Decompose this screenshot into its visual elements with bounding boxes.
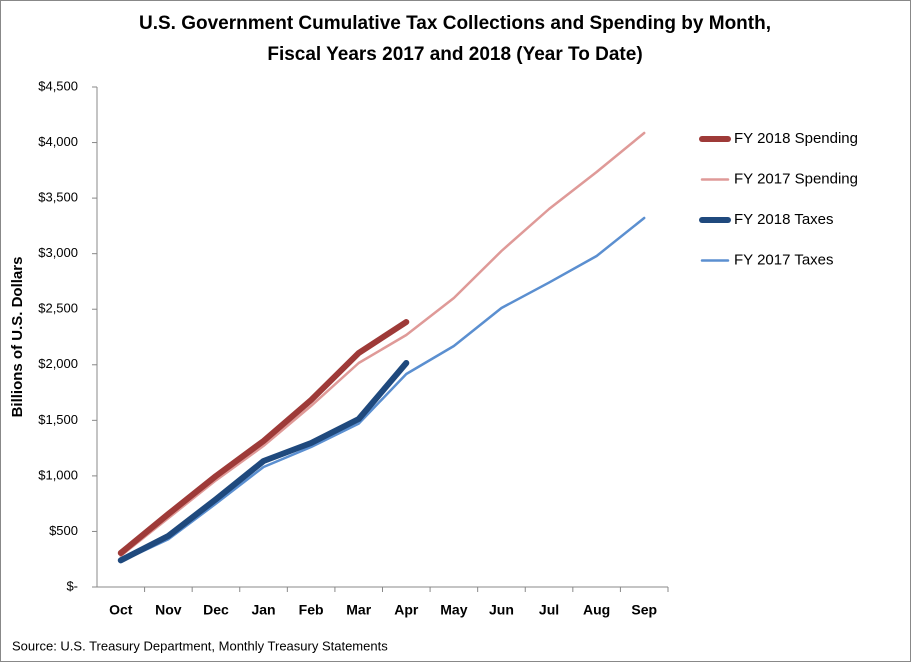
y-tick-label: $1,000: [38, 467, 78, 482]
y-tick-label: $500: [49, 523, 78, 538]
x-tick-label: Jan: [251, 602, 275, 618]
y-tick-label: $3,500: [38, 190, 78, 205]
x-tick-label: Dec: [203, 602, 229, 618]
legend-label: FY 2017 Spending: [734, 170, 858, 187]
x-tick-label: Apr: [394, 602, 419, 618]
x-tick-label: Sep: [631, 602, 657, 618]
legend-label: FY 2018 Spending: [734, 130, 858, 147]
source: Source: U.S. Treasury Department, Monthl…: [12, 638, 388, 653]
y-tick-label: $3,000: [38, 245, 78, 260]
y-axis-label: Billions of U.S. Dollars: [9, 257, 26, 418]
y-tick-label: $4,000: [38, 134, 78, 149]
series-line: [119, 131, 646, 558]
x-tick-label: Feb: [299, 602, 324, 618]
x-tick-label: Jul: [539, 602, 559, 618]
y-tick-label: $4,500: [38, 78, 78, 93]
chart-title: U.S. Government Cumulative Tax Collectio…: [139, 13, 771, 34]
y-tick-label: $2,000: [38, 356, 78, 371]
y-tick-label: $-: [66, 578, 78, 593]
x-tick-label: Mar: [346, 602, 371, 618]
legend-label: FY 2017 Taxes: [734, 251, 834, 268]
x-tick-label: Oct: [109, 602, 133, 618]
series-line: [119, 216, 646, 563]
y-tick-label: $2,500: [38, 301, 78, 316]
x-tick-label: May: [440, 602, 467, 618]
chart-subtitle: Fiscal Years 2017 and 2018 (Year To Date…: [267, 44, 642, 65]
x-tick-label: Nov: [155, 602, 182, 618]
x-tick-label: Jun: [489, 602, 514, 618]
legend-label: FY 2018 Taxes: [734, 211, 834, 228]
x-tick-label: Aug: [583, 602, 610, 618]
y-tick-label: $1,500: [38, 412, 78, 427]
series-line: [117, 319, 410, 556]
series-line: [117, 360, 410, 564]
